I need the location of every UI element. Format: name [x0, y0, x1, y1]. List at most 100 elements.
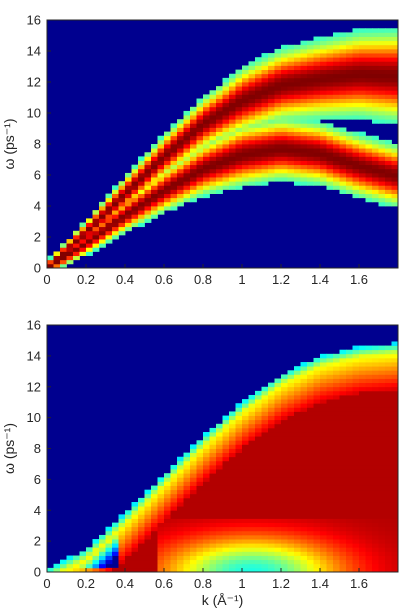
heatmap-cell: [229, 436, 236, 441]
heatmap-cell: [326, 139, 334, 145]
heatmap-cell: [307, 485, 314, 491]
heatmap-cell: [144, 514, 152, 519]
heatmap-cell: [248, 61, 256, 66]
heatmap-cell: [235, 172, 243, 178]
heatmap-cell: [391, 374, 399, 379]
heatmap-cell: [170, 567, 178, 573]
heatmap-cell: [274, 403, 282, 408]
heatmap-cell: [203, 460, 210, 466]
heatmap-cell: [248, 502, 256, 507]
heatmap-cell: [125, 555, 132, 561]
heatmap-cell: [203, 440, 210, 445]
heatmap-cell: [216, 106, 223, 112]
heatmap-cell: [320, 160, 327, 166]
heatmap-cell: [391, 193, 399, 199]
heatmap-cell: [307, 464, 314, 470]
heatmap-cell: [346, 94, 353, 99]
heatmap-cell: [164, 567, 171, 573]
heatmap-cell: [183, 135, 191, 141]
heatmap-cell: [125, 518, 132, 523]
heatmap-cell: [196, 177, 204, 182]
heatmap-cell: [170, 172, 178, 178]
heatmap-cell: [385, 432, 392, 437]
heatmap-cell: [326, 131, 334, 137]
heatmap-cell: [281, 493, 288, 499]
heatmap-cell: [229, 497, 236, 503]
heatmap-cell: [268, 514, 275, 519]
heatmap-cell: [346, 448, 353, 454]
heatmap-cell: [151, 551, 158, 556]
heatmap-cell: [320, 514, 327, 519]
heatmap-cell: [274, 73, 282, 79]
heatmap-cell: [222, 156, 230, 161]
heatmap-cell: [294, 127, 301, 132]
heatmap-cell: [170, 489, 178, 495]
heatmap-cell: [333, 366, 340, 371]
heatmap-cell: [268, 518, 275, 523]
heatmap-cell: [346, 152, 353, 157]
heatmap-cell: [359, 366, 366, 371]
heatmap-cell: [170, 185, 178, 190]
heatmap-cell: [216, 90, 223, 95]
heatmap-cell: [326, 370, 334, 375]
heatmap-cell: [352, 477, 360, 482]
heatmap-cell: [281, 123, 288, 128]
heatmap-cell: [229, 567, 236, 573]
heatmap-cell: [307, 530, 314, 536]
heatmap-cell: [170, 469, 178, 474]
heatmap-cell: [313, 77, 321, 83]
heatmap-cell: [274, 177, 282, 182]
heatmap-cell: [255, 522, 262, 528]
heatmap-cell: [320, 530, 327, 536]
heatmap-cell: [216, 563, 223, 569]
heatmap-cell: [177, 127, 184, 132]
heatmap-cell: [281, 94, 288, 99]
heatmap-cell: [391, 181, 399, 186]
heatmap-cell: [229, 77, 236, 83]
heatmap-cell: [183, 551, 191, 556]
heatmap-cell: [281, 567, 288, 573]
heatmap-cell: [209, 127, 217, 132]
heatmap-cell: [216, 539, 223, 544]
heatmap-cell: [333, 168, 340, 174]
heatmap-cell: [177, 160, 184, 166]
heatmap-cell: [144, 506, 152, 511]
heatmap-cell: [339, 555, 347, 561]
heatmap-cell: [287, 44, 295, 50]
heatmap-cell: [339, 102, 347, 108]
heatmap-cell: [183, 164, 191, 170]
heatmap-cell: [300, 448, 308, 454]
heatmap-cell: [294, 370, 301, 375]
heatmap-cell: [222, 181, 230, 186]
heatmap-cell: [164, 144, 171, 149]
heatmap-cell: [385, 160, 392, 166]
heatmap-cell: [209, 481, 217, 486]
heatmap-cell: [183, 197, 191, 203]
heatmap-cell: [385, 185, 392, 190]
heatmap-cell: [378, 456, 386, 462]
heatmap-cell: [365, 189, 373, 194]
heatmap-cell: [235, 481, 243, 486]
heatmap-cell: [346, 98, 353, 104]
heatmap-cell: [235, 102, 243, 108]
y-tick-label: 0: [34, 565, 41, 580]
heatmap-cell: [359, 90, 366, 95]
heatmap-cell: [359, 181, 366, 186]
heatmap-cell: [235, 460, 243, 466]
heatmap-cell: [326, 419, 334, 425]
heatmap-cell: [359, 57, 366, 62]
heatmap-cell: [378, 152, 386, 157]
heatmap-cell: [131, 206, 139, 211]
heatmap-cell: [339, 357, 347, 363]
heatmap-cell: [190, 444, 197, 449]
heatmap-cell: [320, 427, 327, 433]
heatmap-cell: [294, 526, 301, 532]
heatmap-cell: [53, 567, 61, 573]
heatmap-cell: [261, 127, 269, 132]
heatmap-cell: [203, 551, 210, 556]
heatmap-cell: [359, 502, 366, 507]
heatmap-cell: [255, 510, 262, 515]
heatmap-cell: [313, 460, 321, 466]
heatmap-cell: [352, 534, 360, 540]
heatmap-cell: [170, 493, 178, 499]
